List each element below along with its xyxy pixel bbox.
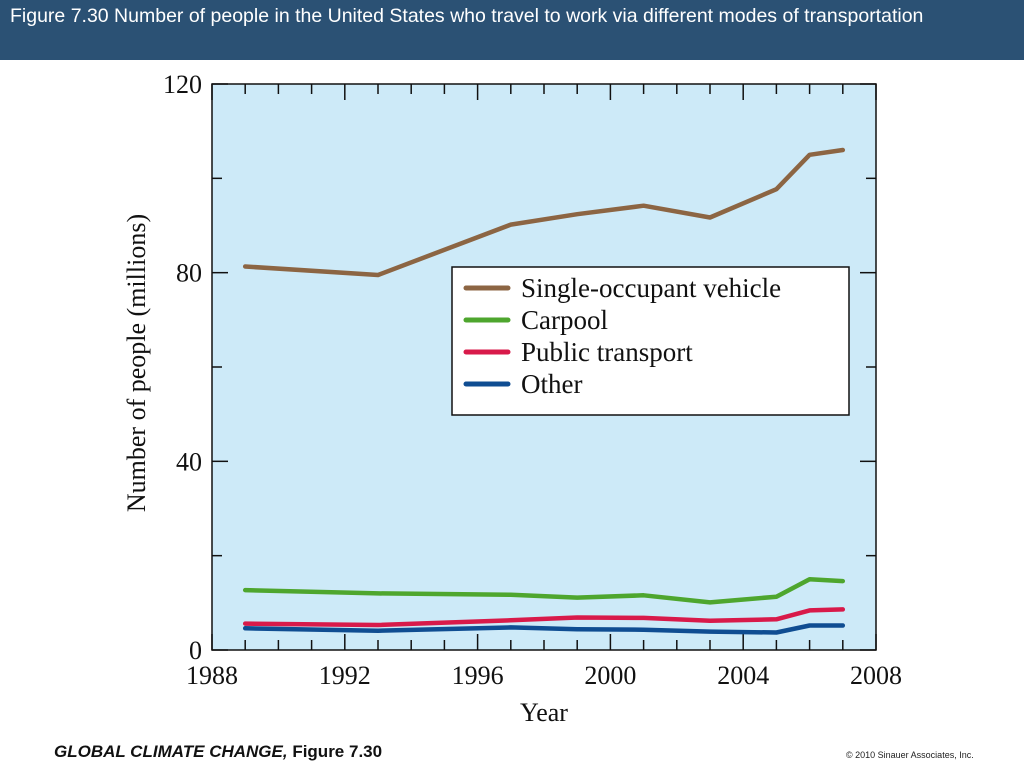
series-line-carpool — [242, 577, 846, 605]
y-tick-label: 40 — [176, 447, 202, 476]
series-line-public-transport — [242, 607, 846, 628]
legend-label-public-transport: Public transport — [521, 337, 693, 367]
y-tick-label: 80 — [176, 259, 202, 288]
x-tick-label: 2000 — [584, 661, 636, 690]
x-tick-label: 2004 — [717, 661, 769, 690]
footer-book-title: GLOBAL CLIMATE CHANGE, — [54, 742, 288, 761]
series-line-other — [242, 623, 846, 635]
y-tick-label: 120 — [163, 70, 202, 99]
x-tick-label: 1988 — [186, 661, 238, 690]
chart: 1988 1992 1996 2000 2004 2008 0 40 80 120 Year Nu… — [122, 70, 902, 727]
copyright-notice: © 2010 Sinauer Associates, Inc. — [846, 750, 974, 760]
x-tick-label: 2008 — [850, 661, 902, 690]
y-axis-label: Number of people (millions) — [122, 214, 151, 512]
title-bar: Figure 7.30 Number of people in the Unit… — [0, 0, 1024, 60]
legend-label-single-occupant-vehicle: Single-occupant vehicle — [521, 273, 781, 303]
legend-label-other: Other — [521, 369, 582, 399]
x-tick-label: 1996 — [452, 661, 504, 690]
legend-box — [451, 266, 850, 416]
footer-credit: GLOBAL CLIMATE CHANGE, Figure 7.30 — [54, 742, 382, 762]
footer-figure-number: Figure 7.30 — [287, 742, 383, 761]
x-axis-label: Year — [520, 698, 568, 727]
slide-title: Figure 7.30 Number of people in the Unit… — [10, 5, 924, 27]
y-tick-label: 0 — [189, 636, 202, 665]
legend-label-carpool: Carpool — [521, 305, 608, 335]
series-line-single-occupant-vehicle — [242, 147, 846, 278]
plot-frame — [211, 83, 877, 651]
x-tick-label: 1992 — [319, 661, 371, 690]
